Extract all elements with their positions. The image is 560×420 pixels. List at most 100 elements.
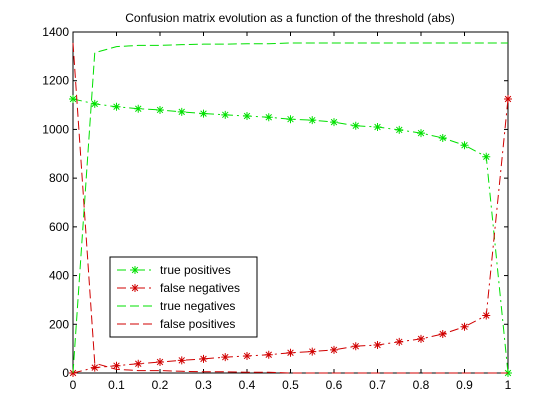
y-tick-label: 400 [49,269,69,283]
star-marker-shape [156,105,164,114]
data-point-true-positives [90,99,99,108]
x-tick-label: 0.4 [239,378,256,392]
y-tick-label: 1000 [42,122,69,136]
x-tick-label: 0.7 [369,378,386,392]
star-marker-shape [134,104,143,113]
star-marker-shape [351,342,360,351]
data-point-true-positives [373,122,382,131]
data-point-true-positives [330,118,338,127]
data-point-false-negatives [264,350,273,359]
star-marker-shape [199,109,208,118]
star-marker-shape [243,351,251,360]
data-point-false-negatives [243,351,251,360]
data-point-true-positives [243,112,251,121]
x-tick-label: 0.8 [413,378,430,392]
data-point-true-positives [460,141,469,150]
star-marker-shape [286,115,295,124]
x-tick-label: 0.1 [108,378,125,392]
data-point-false-negatives [308,347,317,356]
star-marker-shape [417,334,425,343]
series-false-negatives [69,94,512,377]
star-marker-shape [460,322,469,331]
data-point-false-negatives [112,361,121,370]
legend-label-false-negatives: false negatives [160,281,240,295]
star-marker-shape [90,99,99,108]
x-tick-label: 1 [505,378,512,392]
star-marker-shape [177,107,186,116]
legend-item-true-negatives: true negatives [117,299,235,313]
star-marker-shape [330,118,338,127]
star-marker-shape [504,94,512,103]
x-tick-label: 0.3 [195,378,212,392]
data-point-true-positives [199,109,208,118]
data-point-false-negatives [90,363,99,372]
series-line-false-negatives [72,98,509,374]
y-tick-label: 800 [49,171,69,185]
star-marker-shape [438,330,447,339]
series-layer [69,42,512,377]
star-marker-shape [90,363,99,372]
star-marker-shape [264,113,273,122]
star-marker-shape [199,354,208,363]
legend-item-false-positives: false positives [117,317,235,331]
star-marker-shape [351,121,360,130]
plot-area: 0 0.1 0.2 0.3 0.4 0.5 0.6 0.7 0.8 0.9 1 0 200 400 600 8… [42,25,511,392]
legend-item-false-negatives: false negatives [117,281,240,295]
series-false-positives [72,42,508,374]
y-tick-label: 1200 [42,74,69,88]
star-marker-shape [395,125,404,134]
data-point-false-negatives [330,345,338,354]
data-point-true-positives [351,121,360,130]
data-point-false-negatives [504,94,512,103]
data-point-true-positives [112,102,121,111]
series-line-true-positives [72,98,509,374]
data-point-true-positives [395,125,404,134]
legend-label-false-positives: false positives [160,317,235,331]
data-point-false-negatives [351,342,360,351]
data-point-false-negatives [134,359,143,368]
data-point-true-positives [438,133,447,142]
x-tick-label: 0.2 [152,378,169,392]
star-marker-shape [243,112,251,121]
data-point-true-positives [221,110,230,119]
star-marker-shape [264,350,273,359]
star-marker-shape [482,152,491,161]
star-marker-shape [131,284,139,292]
data-point-false-negatives [417,334,425,343]
data-point-true-positives [177,107,186,116]
data-point-true-positives [308,116,317,125]
star-marker-shape [69,94,77,103]
data-point-true-positives [417,129,425,138]
star-marker-shape [308,116,317,125]
star-marker-shape [373,340,382,349]
data-point-false-negatives [156,358,164,367]
legend-label-true-positives: true positives [160,263,231,277]
star-marker-shape [417,129,425,138]
data-point-true-positives [156,105,164,114]
data-point-true-positives [286,115,295,124]
star-marker-shape [308,347,317,356]
data-point-false-negatives [438,330,447,339]
star-marker-shape [221,110,230,119]
legend-marker-true-positives [131,266,139,274]
data-point-true-positives [264,113,273,122]
star-marker-shape [131,266,139,274]
legend-marker-false-negatives [131,284,139,292]
star-marker-shape [286,348,295,357]
star-marker-shape [221,353,230,362]
x-tick-label: 0.6 [326,378,343,392]
data-point-false-negatives [221,353,230,362]
data-point-true-positives [69,94,77,103]
star-marker-shape [177,356,186,365]
data-point-true-positives [482,152,491,161]
data-point-false-negatives [286,348,295,357]
data-point-false-negatives [395,337,404,346]
y-tick-label: 600 [49,220,69,234]
series-true-negatives [72,42,508,374]
y-tick-label: 1400 [42,25,69,39]
legend-label-true-negatives: true negatives [160,299,235,313]
star-marker-shape [373,122,382,131]
star-marker-shape [330,345,338,354]
legend-item-true-positives: true positives [117,263,231,277]
